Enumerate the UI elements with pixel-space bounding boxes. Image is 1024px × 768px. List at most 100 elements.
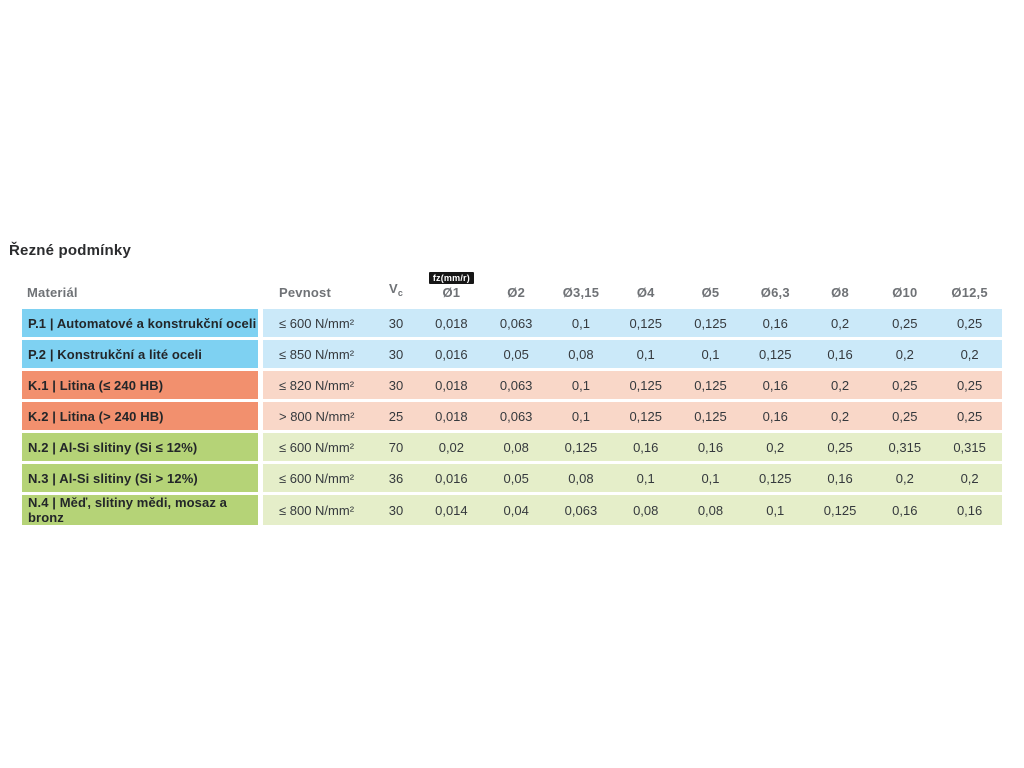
col-header-diameter-9: Ø12,5 (951, 285, 988, 300)
cutting-conditions-table: Materiál Pevnost Vc fz(mm/r) Ø1 Ø2 Ø3,15… (22, 266, 1002, 526)
column-gap (258, 371, 263, 399)
fz-cell: 0,16 (742, 371, 808, 399)
vc-cell: 30 (373, 340, 419, 368)
vc-cell: 30 (373, 371, 419, 399)
col-header-diameter-5: Ø5 (701, 285, 720, 300)
fz-cell: 0,08 (483, 433, 549, 461)
fz-cell: 0,02 (419, 433, 484, 461)
fz-cell: 0,16 (807, 464, 873, 492)
fz-cell: 0,16 (807, 340, 873, 368)
fz-cell: 0,014 (419, 495, 484, 525)
fz-cell: 0,125 (613, 402, 679, 430)
material-cell: P.1 | Automatové a konstrukční oceli (22, 309, 258, 337)
table-row: K.1 | Litina (≤ 240 HB) ≤ 820 N/mm² 30 0… (22, 371, 1002, 399)
fz-cell: 0,016 (419, 464, 484, 492)
fz-cell: 0,315 (872, 433, 938, 461)
fz-cell: 0,05 (483, 340, 549, 368)
column-gap (258, 402, 263, 430)
fz-cell: 0,08 (548, 340, 614, 368)
fz-cell: 0,125 (742, 340, 808, 368)
pevnost-cell: ≤ 600 N/mm² (263, 309, 373, 337)
table-row: N.4 | Měď, slitiny mědi, mosaz a bronz ≤… (22, 495, 1002, 525)
fz-cell: 0,125 (807, 495, 873, 525)
fz-cell: 0,1 (613, 340, 679, 368)
fz-unit-badge: fz(mm/r) (428, 272, 474, 284)
col-header-diameter-4: Ø4 (636, 285, 655, 300)
fz-cell: 0,063 (483, 309, 549, 337)
fz-cell: 0,25 (807, 433, 873, 461)
fz-cell: 0,16 (678, 433, 743, 461)
col-header-diameter-7: Ø8 (831, 285, 849, 300)
fz-cell: 0,018 (419, 371, 484, 399)
fz-cell: 0,25 (937, 371, 1002, 399)
fz-cell: 0,25 (937, 309, 1002, 337)
col-header-diameter-6: Ø6,3 (760, 285, 790, 300)
fz-cell: 0,063 (483, 402, 549, 430)
pevnost-cell: ≤ 600 N/mm² (263, 464, 373, 492)
pevnost-cell: ≤ 800 N/mm² (263, 495, 373, 525)
material-cell: N.4 | Měď, slitiny mědi, mosaz a bronz (22, 495, 258, 525)
table-row: K.2 | Litina (> 240 HB) > 800 N/mm² 25 0… (22, 402, 1002, 430)
column-gap (258, 464, 263, 492)
fz-cell: 0,125 (678, 309, 743, 337)
vc-cell: 30 (373, 309, 419, 337)
fz-cell: 0,063 (548, 495, 614, 525)
fz-cell: 0,2 (872, 464, 938, 492)
col-header-diameter-8: Ø10 (892, 285, 918, 300)
fz-cell: 0,05 (483, 464, 549, 492)
fz-cell: 0,2 (807, 402, 873, 430)
fz-cell: 0,315 (937, 433, 1002, 461)
fz-cell: 0,1 (678, 340, 743, 368)
fz-cell: 0,125 (678, 402, 743, 430)
fz-cell: 0,16 (872, 495, 938, 525)
pevnost-cell: ≤ 600 N/mm² (263, 433, 373, 461)
column-gap (258, 495, 263, 525)
fz-cell: 0,016 (419, 340, 484, 368)
col-header-diameter-3: Ø3,15 (562, 285, 600, 300)
fz-cell: 0,16 (937, 495, 1002, 525)
fz-cell: 0,04 (483, 495, 549, 525)
col-header-diameter-1: fz(mm/r) Ø1 (419, 266, 484, 300)
col-header-pevnost: Pevnost (279, 285, 331, 300)
pevnost-cell: > 800 N/mm² (263, 402, 373, 430)
vc-subscript: c (397, 288, 404, 298)
col-header-material: Materiál (27, 285, 78, 300)
material-cell: K.1 | Litina (≤ 240 HB) (22, 371, 258, 399)
page-title: Řezné podmínky (9, 242, 131, 259)
fz-cell: 0,16 (613, 433, 679, 461)
fz-cell: 0,1 (678, 464, 743, 492)
fz-cell: 0,25 (872, 371, 938, 399)
fz-cell: 0,1 (742, 495, 808, 525)
fz-cell: 0,1 (548, 402, 614, 430)
fz-cell: 0,018 (419, 402, 484, 430)
fz-cell: 0,25 (872, 309, 938, 337)
fz-cell: 0,08 (678, 495, 743, 525)
table-row: N.2 | Al-Si slitiny (Si ≤ 12%) ≤ 600 N/m… (22, 433, 1002, 461)
fz-cell: 0,1 (548, 371, 614, 399)
fz-cell: 0,2 (807, 371, 873, 399)
table-row: N.3 | Al-Si slitiny (Si > 12%) ≤ 600 N/m… (22, 464, 1002, 492)
material-cell: K.2 | Litina (> 240 HB) (22, 402, 258, 430)
vc-cell: 36 (373, 464, 419, 492)
fz-cell: 0,063 (483, 371, 549, 399)
fz-cell: 0,125 (548, 433, 614, 461)
column-gap (258, 433, 263, 461)
fz-cell: 0,2 (937, 340, 1002, 368)
vc-cell: 30 (373, 495, 419, 525)
column-gap (258, 309, 263, 337)
fz-cell: 0,25 (872, 402, 938, 430)
col-header-diameter-2: Ø2 (507, 285, 526, 300)
table-row: P.1 | Automatové a konstrukční oceli ≤ 6… (22, 309, 1002, 337)
fz-cell: 0,2 (937, 464, 1002, 492)
fz-cell: 0,125 (678, 371, 743, 399)
fz-cell: 0,2 (742, 433, 808, 461)
fz-cell: 0,16 (742, 402, 808, 430)
fz-cell: 0,25 (937, 402, 1002, 430)
vc-cell: 25 (373, 402, 419, 430)
fz-cell: 0,16 (742, 309, 808, 337)
material-cell: N.3 | Al-Si slitiny (Si > 12%) (22, 464, 258, 492)
fz-cell: 0,1 (613, 464, 679, 492)
fz-cell: 0,2 (807, 309, 873, 337)
vc-cell: 70 (373, 433, 419, 461)
pevnost-cell: ≤ 850 N/mm² (263, 340, 373, 368)
